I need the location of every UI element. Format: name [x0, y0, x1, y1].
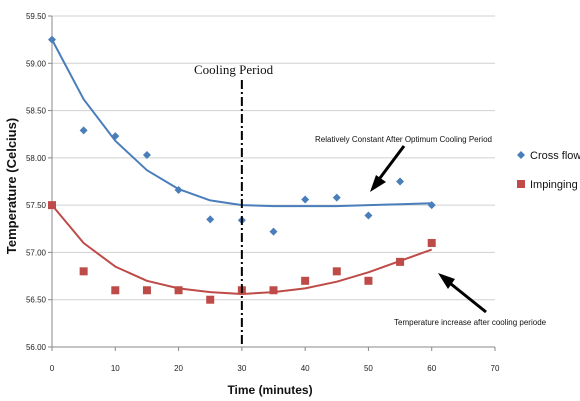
x-axis-title: Time (minutes) — [227, 383, 312, 397]
data-point-impinging — [111, 286, 120, 295]
impinging-arrow — [438, 273, 487, 314]
data-point-cross-flow — [79, 126, 88, 135]
x-tick-label: 10 — [111, 364, 120, 373]
y-tick-label: 56.50 — [26, 296, 47, 305]
arrow-head-icon — [438, 273, 455, 289]
x-tick-label: 50 — [364, 364, 373, 373]
impinging-annotation: Temperature increase after cooling perio… — [394, 318, 547, 327]
cooling-period-label: Cooling Period — [194, 62, 274, 77]
x-tick-label: 0 — [50, 364, 55, 373]
x-tick-label: 40 — [301, 364, 310, 373]
axes — [48, 15, 496, 351]
diamond-marker-icon — [517, 151, 525, 159]
y-tick-label: 56.00 — [26, 343, 47, 352]
y-tick-label: 58.00 — [26, 154, 47, 163]
x-tick-label: 30 — [237, 364, 246, 373]
data-point-cross-flow — [269, 227, 278, 236]
data-point-impinging — [142, 286, 151, 295]
data-point-impinging — [48, 201, 56, 210]
data-point-cross-flow — [427, 201, 436, 210]
y-tick-label: 57.50 — [26, 201, 47, 210]
cross-flow-arrow — [370, 145, 406, 192]
data-point-impinging — [301, 276, 310, 285]
data-point-impinging — [174, 286, 183, 295]
arrow-head-icon — [370, 175, 386, 192]
data-point-impinging — [396, 257, 405, 266]
y-tick-label: 57.00 — [26, 248, 47, 257]
cross-flow-annotation: Relatively Constant After Optimum Coolin… — [315, 135, 492, 144]
data-point-cross-flow — [111, 132, 120, 141]
data-point-cross-flow — [174, 186, 183, 195]
data-point-cross-flow — [206, 215, 215, 224]
y-tick-labels: 56.00 56.50 57.00 57.50 58.00 58.50 59.00 59.50 — [26, 12, 47, 352]
y-tick-label: 59.50 — [26, 12, 47, 21]
x-tick-labels: 0 10 20 30 40 50 60 70 — [50, 364, 500, 373]
data-point-impinging — [269, 286, 278, 295]
data-point-cross-flow — [301, 195, 310, 204]
data-point-cross-flow — [48, 35, 56, 44]
legend: Cross flow Impinging — [517, 150, 580, 191]
data-points — [48, 35, 436, 304]
gridlines — [52, 15, 495, 301]
legend-label: Impinging — [530, 179, 578, 191]
data-point-impinging — [364, 276, 373, 285]
data-point-cross-flow — [396, 177, 405, 186]
legend-item-cross-flow: Cross flow — [517, 150, 580, 162]
x-tick-label: 20 — [174, 364, 183, 373]
x-tick-label: 60 — [427, 364, 436, 373]
data-point-cross-flow — [332, 193, 341, 202]
data-point-cross-flow — [142, 151, 151, 160]
y-tick-label: 59.00 — [26, 59, 47, 68]
x-tick-label: 70 — [491, 364, 500, 373]
data-point-impinging — [427, 238, 436, 247]
y-axis-title: Temperature (Celcius) — [4, 118, 19, 254]
legend-item-impinging: Impinging — [517, 179, 578, 191]
data-point-impinging — [79, 267, 88, 276]
y-tick-label: 58.50 — [26, 107, 47, 116]
legend-label: Cross flow — [530, 150, 580, 162]
data-point-cross-flow — [364, 211, 373, 220]
square-marker-icon — [517, 180, 525, 188]
data-point-impinging — [332, 267, 341, 276]
data-point-impinging — [206, 295, 215, 304]
